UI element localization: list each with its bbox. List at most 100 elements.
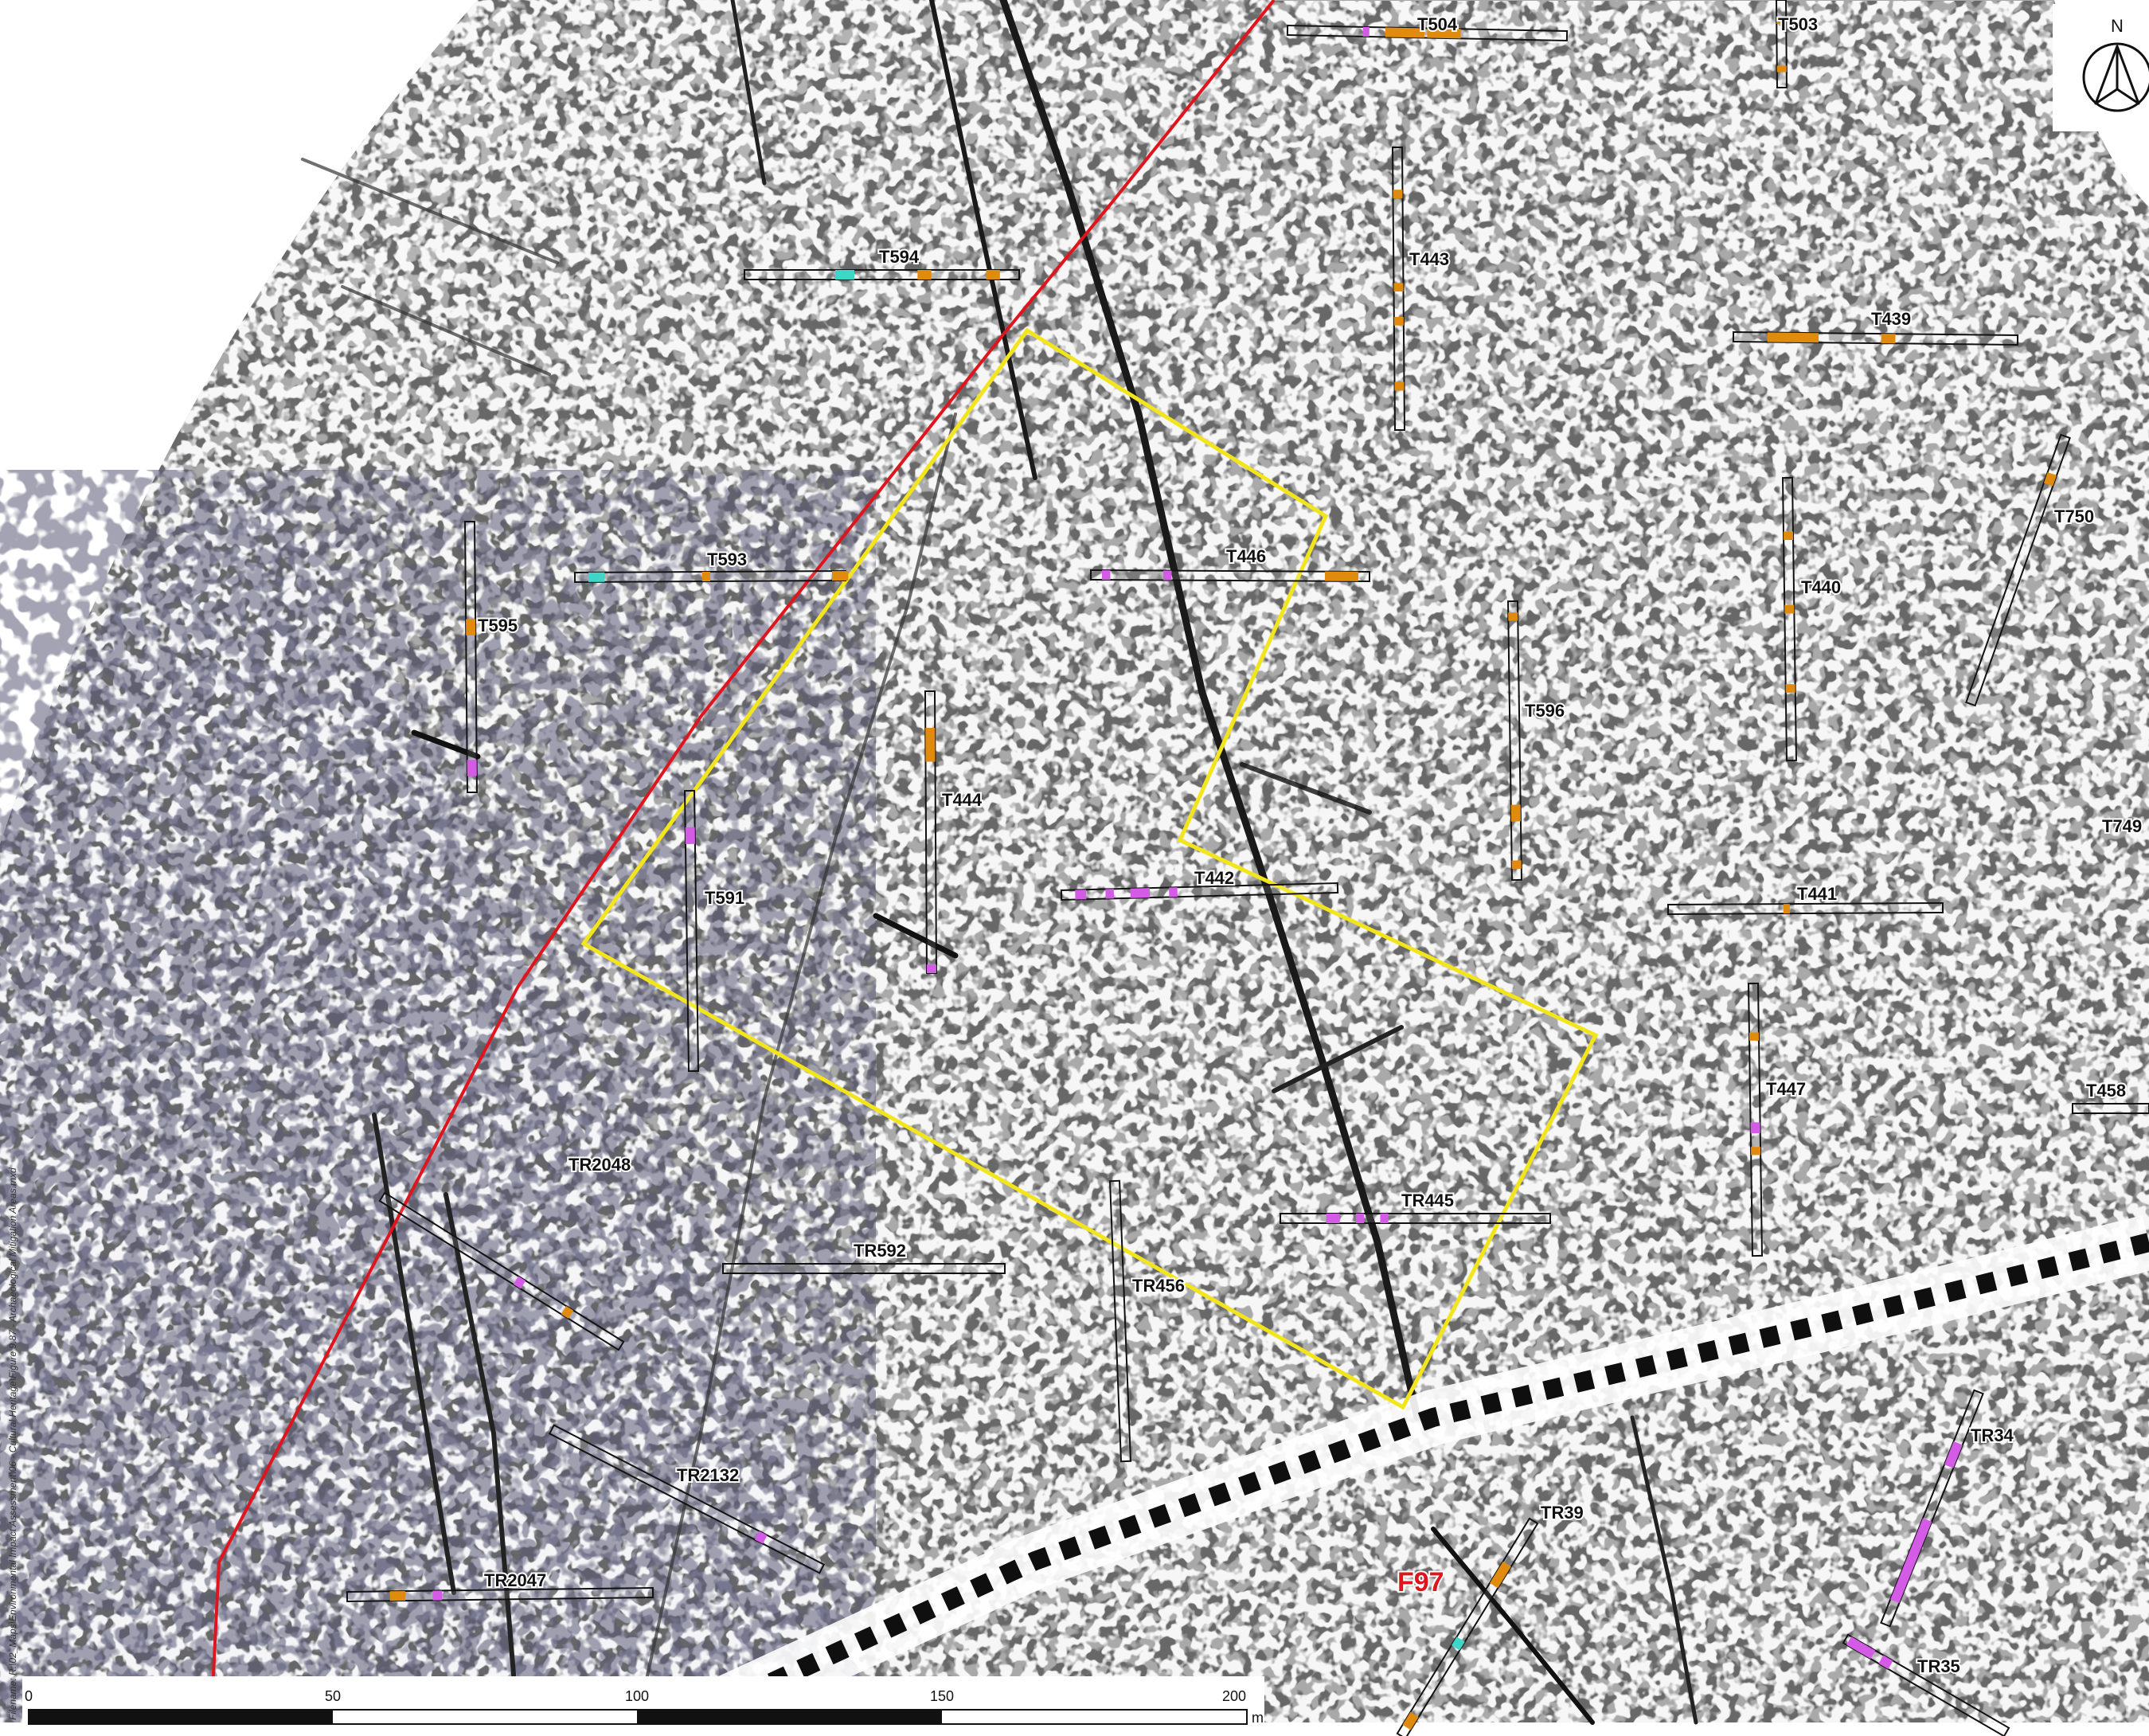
trench-label-t749: T749 xyxy=(2102,816,2142,836)
trench-t593 xyxy=(573,569,849,584)
trench-feature xyxy=(1169,887,1178,897)
trench-label-tr2132: TR2132 xyxy=(677,1465,739,1485)
trench-feature xyxy=(1881,334,1896,344)
trench-feature xyxy=(1362,26,1369,37)
trench-feature xyxy=(1393,316,1404,326)
trench-feature xyxy=(1451,1636,1465,1651)
trench-feature xyxy=(1402,1711,1419,1730)
trench-t750 xyxy=(1965,433,2071,707)
trench-feature xyxy=(513,1276,526,1289)
trench-feature xyxy=(834,270,854,280)
scale-tick-200: 200 xyxy=(1222,1688,1246,1704)
trench-feature xyxy=(1130,888,1151,898)
trench-label-tr456: TR456 xyxy=(1132,1276,1185,1296)
trench-tr2047 xyxy=(346,1586,654,1603)
trench-label-t444: T444 xyxy=(942,790,983,810)
trench-feature xyxy=(1511,860,1522,870)
trench-label-t440: T440 xyxy=(1801,577,1841,597)
trench-tr456 xyxy=(1108,1179,1132,1463)
trench-feature xyxy=(1767,332,1819,343)
trench-feature xyxy=(1324,571,1359,581)
trench-tr39 xyxy=(1396,1517,1539,1736)
trench-feature xyxy=(831,570,849,581)
trench-outline xyxy=(346,1586,654,1603)
trench-t504 xyxy=(1286,24,1569,42)
trench-feature xyxy=(685,827,695,844)
trench-t442 xyxy=(1060,882,1339,901)
trench-t503 xyxy=(1775,0,1788,89)
trench-feature xyxy=(1749,1032,1760,1041)
trench-tr592 xyxy=(722,1263,1006,1274)
trench-label-tr34: TR34 xyxy=(1971,1425,2014,1445)
pipeline-anomaly xyxy=(673,1215,2149,1736)
trench-feature xyxy=(1380,1214,1389,1223)
trench-outline xyxy=(1747,982,1764,1257)
trench-outline xyxy=(722,1263,1006,1274)
trench-outline xyxy=(1089,569,1371,583)
trench-feature xyxy=(389,1591,406,1601)
trench-label-t504: T504 xyxy=(1417,14,1458,34)
trench-t447 xyxy=(1747,982,1764,1257)
trench-label-t591: T591 xyxy=(705,888,744,908)
trench-feature xyxy=(701,572,711,582)
trench-feature xyxy=(1751,1147,1761,1155)
trench-label-t595: T595 xyxy=(478,616,518,635)
trench-feature xyxy=(1355,1214,1365,1223)
trench-label-tr445: TR445 xyxy=(1401,1191,1454,1210)
trench-outline xyxy=(1108,1179,1132,1463)
trench-t440 xyxy=(1781,476,1798,762)
trench-feature xyxy=(1776,65,1787,72)
trench-label-t503: T503 xyxy=(1778,14,1818,34)
trench-outline xyxy=(744,269,1020,280)
trench-feature xyxy=(1394,381,1405,391)
trench-t439 xyxy=(1732,330,2019,346)
trench-feature xyxy=(1393,190,1403,198)
trench-outline xyxy=(378,1191,625,1351)
trench-feature xyxy=(1508,612,1518,621)
trench-feature xyxy=(466,619,476,635)
trench-label-t447: T447 xyxy=(1766,1079,1806,1099)
trench-tr2132 xyxy=(548,1424,826,1574)
trench-label-t446: T446 xyxy=(1226,546,1266,566)
trench-feature xyxy=(432,1590,443,1601)
trench-outline xyxy=(1666,901,1944,916)
trench-label-tr2047: TR2047 xyxy=(484,1570,546,1590)
scale-tick-100: 100 xyxy=(625,1688,649,1704)
trench-feature xyxy=(1490,1561,1511,1589)
trench-feature xyxy=(986,270,1000,280)
trench-label-t439: T439 xyxy=(1871,309,1911,329)
trench-feature xyxy=(1385,27,1425,38)
trench-outline xyxy=(1060,882,1339,901)
trench-feature xyxy=(1784,604,1795,614)
trench-t458 xyxy=(2072,1103,2149,1114)
trench-t441 xyxy=(1666,901,1944,916)
trench-label-t594: T594 xyxy=(879,247,920,267)
trench-t591 xyxy=(683,789,700,1073)
trench-label-tr39: TR39 xyxy=(1541,1503,1584,1523)
trench-label-tr2048: TR2048 xyxy=(569,1155,631,1175)
north-arrow-icon: N xyxy=(2053,4,2149,131)
trench-feature xyxy=(925,727,936,762)
trench-feature xyxy=(1162,570,1172,581)
trench-feature xyxy=(1785,684,1795,693)
trench-tr35 xyxy=(1842,1633,2010,1736)
trench-t594 xyxy=(744,269,1020,280)
trench-feature xyxy=(926,964,936,974)
trench-feature xyxy=(561,1306,574,1319)
survey-boundary-line xyxy=(209,0,1276,1723)
trench-feature xyxy=(1878,1655,1893,1669)
trench-feature xyxy=(917,270,932,280)
trench-t444 xyxy=(924,690,938,975)
trench-feature xyxy=(1510,804,1521,822)
trench-label-tr592: TR592 xyxy=(854,1241,906,1261)
trench-feature xyxy=(1427,28,1461,39)
trench-label-layer: T504 T503 T594 T443 T439 T750 T593 T446 T440 T595… xyxy=(476,13,2143,1678)
trench-feature xyxy=(1326,1214,1340,1223)
trench-feature xyxy=(1783,904,1790,914)
trench-outline xyxy=(1965,433,2071,707)
trench-feature xyxy=(1105,889,1115,899)
trench-feature xyxy=(588,572,605,582)
trench-feature xyxy=(1890,1518,1932,1604)
trench-outline xyxy=(1775,0,1788,89)
